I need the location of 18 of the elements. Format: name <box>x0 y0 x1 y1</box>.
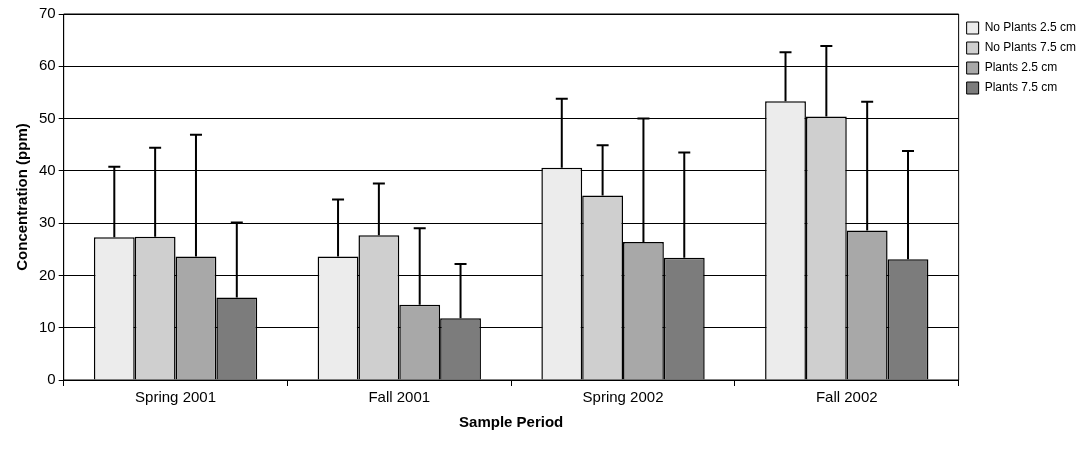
legend-label: Plants 7.5 cm <box>984 80 1058 95</box>
legend-label: No Plants 2.5 cm <box>984 20 1076 35</box>
legend-label: Plants 2.5 cm <box>984 60 1058 75</box>
x-tick-label: Spring 2002 <box>582 388 664 406</box>
y-tick-label: 30 <box>39 213 56 231</box>
y-tick-label: 70 <box>39 4 56 22</box>
y-tick-label: 20 <box>39 265 56 283</box>
y-tick-label: 40 <box>39 161 56 178</box>
x-axis-title: Sample Period <box>459 413 564 431</box>
legend-label: No Plants 7.5 cm <box>984 40 1076 55</box>
y-axis-title: Concentration (ppm) <box>13 123 31 271</box>
y-tick-label: 50 <box>39 108 56 126</box>
y-tick-label: 60 <box>39 56 56 74</box>
y-tick-label: 10 <box>39 317 56 335</box>
x-tick-label: Fall 2001 <box>368 388 431 406</box>
x-tick-label: Fall 2002 <box>815 388 878 406</box>
x-tick-label: Spring 2001 <box>135 388 217 406</box>
y-tick-label: 0 <box>47 370 56 388</box>
